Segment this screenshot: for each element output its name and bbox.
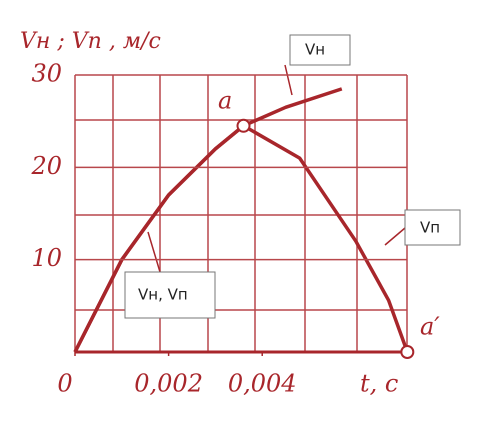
callout: Vп [420, 219, 440, 237]
point-marker [400, 345, 415, 359]
y-axis-label: Vн ; Vп , м/с [20, 29, 161, 54]
point-label: a′ [420, 313, 440, 341]
point-marker [236, 118, 251, 133]
x-tick-label: 0 [57, 370, 72, 398]
y-tick-label: 10 [31, 244, 62, 272]
callout-box [404, 209, 461, 246]
point-label: a [218, 87, 232, 115]
callout-box [124, 271, 216, 319]
callout-box [289, 34, 351, 66]
y-tick-label: 30 [31, 60, 62, 88]
leader [147, 231, 161, 273]
callout: Vн [305, 41, 325, 59]
x-tick-label: 0,002 [134, 370, 203, 398]
x-axis-label: t, c [360, 370, 398, 398]
y-tick-label: 20 [30, 152, 62, 180]
leader [384, 227, 406, 246]
x-tick-label: 0,004 [228, 370, 297, 398]
callout: Vн, Vп [138, 286, 188, 304]
leader [284, 64, 293, 96]
